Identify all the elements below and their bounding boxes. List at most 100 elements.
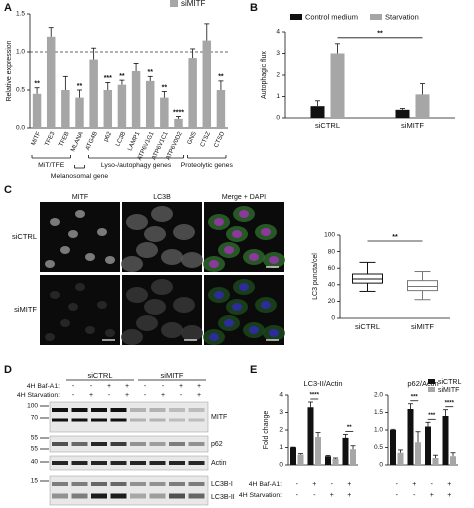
band [91,442,107,446]
bar [425,426,431,465]
nucleus [239,283,249,291]
bar [332,458,339,465]
treatment-sign: + [161,392,165,399]
nucleus [261,228,271,236]
treatment-sign: + [179,383,183,390]
nucleus [105,329,115,337]
blot-membrane [49,455,209,471]
band-label: MITF [211,414,227,421]
nucleus [224,319,234,327]
band [71,442,88,446]
band [130,493,146,499]
treatment-sign: + [125,392,129,399]
bar [415,94,430,118]
nucleus [60,246,70,254]
bar [350,449,356,465]
group-label: Proteolytic genes [181,162,234,169]
legend-swatch [370,14,382,20]
cell [144,226,166,242]
nucleus [45,333,55,341]
band [110,408,127,412]
bar [297,454,304,465]
treatment-sign: - [72,392,75,399]
column-label: MITF [72,194,88,201]
band-label: LC3B-II [211,494,235,501]
condition-sign: - [413,492,416,499]
band [110,461,127,465]
treatment-sign: + [125,383,129,390]
treatment-label: 4H Baf-A1: [27,383,60,390]
x-tick-label: ATG4B [84,131,99,152]
y-tick-label: 1.5 [374,409,383,416]
band [149,408,166,412]
band [110,442,127,446]
nucleus [249,326,259,334]
group-label: MiT/TFE [38,162,65,169]
band [130,408,146,412]
band [52,408,68,412]
band [71,461,88,465]
band [188,461,205,465]
condition-label: 4H Starvation: [239,492,282,499]
bar [61,90,70,128]
bar [103,90,113,128]
band [169,418,185,422]
panel-label: D [4,364,12,376]
bar [188,58,197,128]
legend-label: siCTRL [438,379,461,386]
legend-label: Starvation [385,12,419,21]
condition-sign: - [331,481,334,488]
band [130,461,146,465]
column-label: LC3B [153,194,171,201]
condition-label: 4H Baf-A1: [249,481,282,488]
condition-sign: + [330,492,334,499]
panel-label: C [4,184,12,196]
y-tick-label: 80 [328,248,336,255]
bar [290,447,296,465]
cell [136,315,158,331]
significance: **** [445,400,455,406]
cell [126,287,148,303]
treatment-sign: + [107,383,111,390]
x-tick-label: TFE3 [44,130,57,147]
band [188,408,205,412]
nucleus [261,301,271,309]
y-tick-label: 0.0 [16,125,25,132]
treatment-sign: - [108,392,111,399]
significance: ** [392,234,398,241]
band [91,418,107,422]
bar [315,437,321,465]
mw-marker: 100 [27,403,38,410]
band [169,442,185,446]
condition-sign: - [431,481,434,488]
bar [117,84,127,128]
cell [173,224,195,240]
legend-swatch [428,387,435,392]
subplot-title: LC3-II/Actin [303,379,342,388]
band [71,493,88,499]
cell [161,249,183,265]
subplot-title: p62/Actin [407,379,438,388]
y-tick-label: 3 [279,409,283,416]
y-axis-label: LC3 puncta/cel [312,253,319,300]
y-tick-label: 1.0 [16,49,25,56]
y-tick-label: 0 [331,315,335,322]
bar [450,456,456,465]
bar [342,437,349,465]
y-tick-label: 0.5 [16,87,25,94]
nucleus [269,329,279,337]
nucleus [97,228,107,236]
y-tick-label: 40 [328,282,336,289]
group-label: Lyso-/autophagy genes [101,162,172,169]
y-tick-label: 2.0 [374,392,383,399]
column-label: Merge + DAPI [222,194,266,201]
y-tick-label: 60 [328,265,336,272]
y-tick-label: 2 [279,427,283,434]
y-tick-label: 0.5 [374,444,383,451]
cell [151,279,173,295]
condition-sign: + [347,481,351,488]
cell [181,325,203,341]
legend-swatch [170,0,178,7]
y-tick-label: 4 [279,392,283,399]
nucleus [97,301,107,309]
